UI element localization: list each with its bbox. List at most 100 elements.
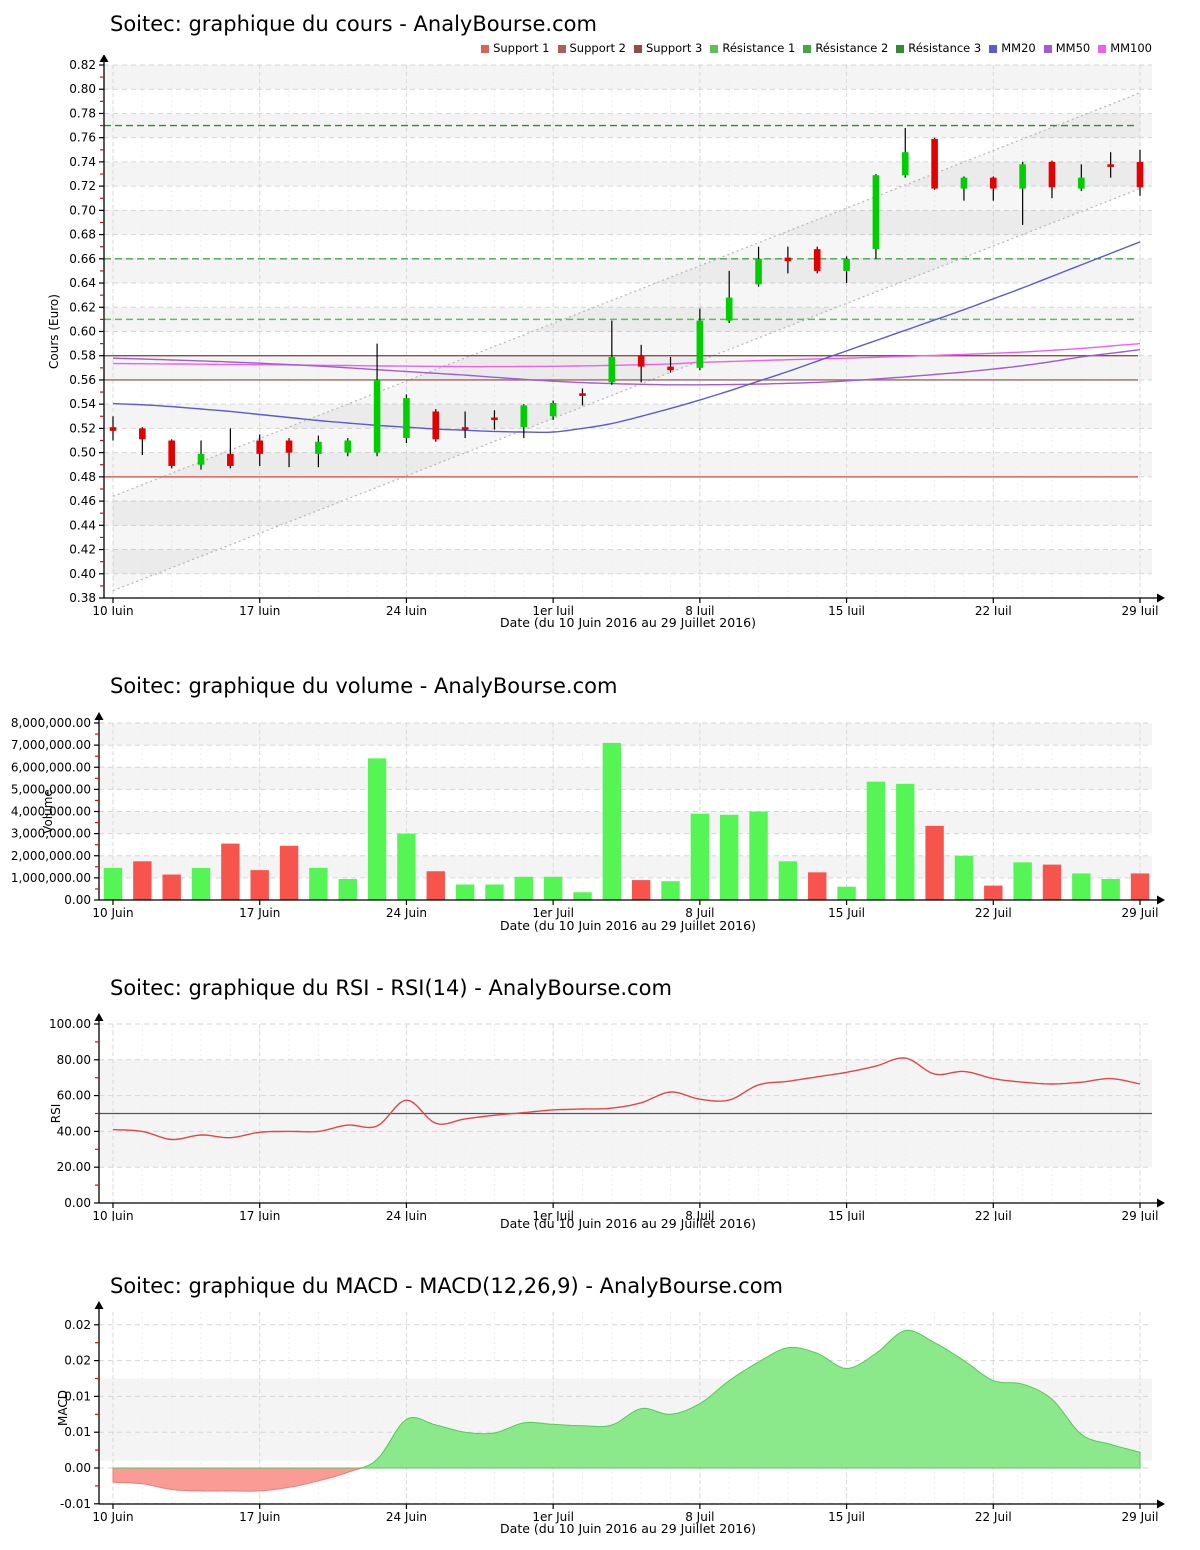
- svg-text:0.02: 0.02: [64, 1318, 91, 1332]
- svg-text:40.00: 40.00: [57, 1124, 91, 1138]
- svg-text:0.50: 0.50: [69, 446, 96, 460]
- legend-swatch: [896, 45, 905, 53]
- svg-text:1,000,000.00: 1,000,000.00: [11, 871, 91, 885]
- legend-swatch: [710, 45, 719, 53]
- svg-text:8,000,000.00: 8,000,000.00: [11, 716, 91, 730]
- legend-swatch: [803, 45, 812, 53]
- svg-text:0.00: 0.00: [64, 893, 91, 907]
- rsi-line: [112, 1057, 1141, 1141]
- svg-text:0.40: 0.40: [69, 567, 96, 581]
- svg-text:0.01: 0.01: [64, 1389, 91, 1403]
- svg-text:0.64: 0.64: [69, 276, 96, 290]
- svg-text:RSI: RSI: [49, 1104, 63, 1124]
- rsi-chart-plot: 0.00 20.00 40.00 60.00 80.00 100.00 10 Juin 17 …: [49, 1013, 1165, 1221]
- svg-text:0.38: 0.38: [69, 591, 96, 605]
- volume-chart-plot: 0.00 1,000,000.00 2,000,000.00 3,000,000.00…: [11, 712, 1165, 920]
- svg-text:Volume: Volume: [41, 789, 55, 834]
- svg-text:17 Juin: 17 Juin: [239, 906, 280, 920]
- svg-text:0.00: 0.00: [64, 1461, 91, 1475]
- svg-text:22 Juil: 22 Juil: [975, 1209, 1012, 1221]
- svg-text:22 Juil: 22 Juil: [975, 906, 1012, 920]
- svg-text:17 Juin: 17 Juin: [239, 1510, 280, 1524]
- svg-text:20.00: 20.00: [57, 1160, 91, 1174]
- svg-text:22 Juil: 22 Juil: [975, 604, 1012, 615]
- price-chart-legend: Support 1 Support 2 Support 3 Résistance 1 R…: [0, 41, 1152, 55]
- svg-text:5,000,000.00: 5,000,000.00: [11, 782, 91, 796]
- legend-item: Support 3: [633, 41, 702, 55]
- svg-text:29 Juil: 29 Juil: [1122, 604, 1159, 615]
- svg-text:10 Juin: 10 Juin: [92, 1209, 133, 1221]
- legend-item: MM100: [1098, 41, 1152, 55]
- svg-text:10 Juin: 10 Juin: [92, 604, 133, 615]
- svg-text:10 Juin: 10 Juin: [92, 906, 133, 920]
- svg-text:0.76: 0.76: [69, 131, 96, 145]
- svg-text:17 Juin: 17 Juin: [239, 604, 280, 615]
- svg-text:0.48: 0.48: [69, 470, 96, 484]
- svg-text:0.46: 0.46: [69, 494, 96, 508]
- svg-text:4,000,000.00: 4,000,000.00: [11, 805, 91, 819]
- svg-text:0.66: 0.66: [69, 252, 96, 266]
- svg-text:8 Juil: 8 Juil: [685, 1510, 714, 1524]
- svg-text:1er Juil: 1er Juil: [532, 1510, 574, 1524]
- svg-text:0.80: 0.80: [69, 82, 96, 96]
- volume-chart-title: Soitec: graphique du volume - AnalyBours…: [110, 674, 618, 698]
- svg-text:60.00: 60.00: [57, 1089, 91, 1103]
- svg-text:1er Juil: 1er Juil: [532, 1209, 574, 1221]
- svg-text:-0.01: -0.01: [60, 1497, 91, 1511]
- svg-text:0.01: 0.01: [64, 1425, 91, 1439]
- macd-chart-plot: -0.01 0.00 0.01 0.01 0.02 0.02 10 Juin 17 Juin 2…: [56, 1301, 1165, 1524]
- legend-item: MM20: [989, 41, 1036, 55]
- svg-text:7,000,000.00: 7,000,000.00: [11, 738, 91, 752]
- svg-text:0.74: 0.74: [69, 155, 96, 169]
- svg-text:0.56: 0.56: [69, 373, 96, 387]
- rsi-xaxis-caption: Date (du 10 Juin 2016 au 29 Juillet 2016…: [500, 1216, 756, 1231]
- legend-swatch: [1043, 45, 1052, 53]
- svg-text:MACD: MACD: [56, 1390, 70, 1426]
- candles: [109, 127, 1144, 470]
- svg-text:15 Juil: 15 Juil: [828, 906, 865, 920]
- svg-text:1er Juil: 1er Juil: [532, 906, 574, 920]
- legend-label: Résistance 1: [722, 41, 796, 55]
- svg-text:100.00: 100.00: [49, 1017, 91, 1031]
- svg-text:24 Juin: 24 Juin: [386, 906, 427, 920]
- svg-text:24 Juin: 24 Juin: [386, 1510, 427, 1524]
- svg-text:15 Juil: 15 Juil: [828, 1209, 865, 1221]
- price-chart-plot: 0.38 0.40 0.42 0.44 0.46 0.48 0.50 0.52 0.54 0.56…: [47, 55, 1165, 615]
- legend-item: Support 2: [557, 41, 626, 55]
- svg-text:8 Juil: 8 Juil: [685, 604, 714, 615]
- legend-label: Résistance 3: [908, 41, 982, 55]
- legend-item: Résistance 3: [896, 41, 981, 55]
- svg-text:15 Juil: 15 Juil: [828, 1510, 865, 1524]
- price-xaxis-caption: Date (du 10 Juin 2016 au 29 Juillet 2016…: [500, 615, 756, 630]
- svg-text:0.00: 0.00: [64, 1196, 91, 1210]
- svg-text:29 Juil: 29 Juil: [1122, 1209, 1159, 1221]
- legend-swatch: [481, 45, 490, 53]
- macd-chart-title: Soitec: graphique du MACD - MACD(12,26,9…: [110, 1274, 784, 1298]
- macd-positive-area: [113, 1329, 1141, 1469]
- price-chart-title: Soitec: graphique du cours - AnalyBourse…: [110, 12, 597, 36]
- svg-text:0.54: 0.54: [69, 397, 96, 411]
- mm50-line: [113, 349, 1141, 386]
- svg-text:0.68: 0.68: [69, 228, 96, 242]
- svg-text:10 Juin: 10 Juin: [92, 1510, 133, 1524]
- svg-text:0.72: 0.72: [69, 179, 96, 193]
- svg-text:6,000,000.00: 6,000,000.00: [11, 760, 91, 774]
- svg-text:0.52: 0.52: [69, 421, 96, 435]
- legend-item: Résistance 1: [710, 41, 795, 55]
- legend-label: MM20: [1001, 41, 1036, 55]
- svg-text:0.78: 0.78: [69, 106, 96, 120]
- svg-text:2,000,000.00: 2,000,000.00: [11, 849, 91, 863]
- svg-text:24 Juin: 24 Juin: [386, 604, 427, 615]
- legend-item: MM50: [1043, 41, 1091, 55]
- svg-text:0.60: 0.60: [69, 325, 96, 339]
- legend-swatch: [1098, 45, 1107, 53]
- legend-label: MM50: [1055, 41, 1091, 55]
- svg-text:24 Juin: 24 Juin: [386, 1209, 427, 1221]
- legend-swatch: [633, 45, 642, 53]
- svg-text:0.70: 0.70: [69, 203, 96, 217]
- macd-xaxis-caption: Date (du 10 Juin 2016 au 29 Juillet 2016…: [500, 1521, 756, 1536]
- svg-text:3,000,000.00: 3,000,000.00: [11, 827, 91, 841]
- legend-label: Support 2: [569, 41, 626, 55]
- volume-bars: [103, 742, 1150, 900]
